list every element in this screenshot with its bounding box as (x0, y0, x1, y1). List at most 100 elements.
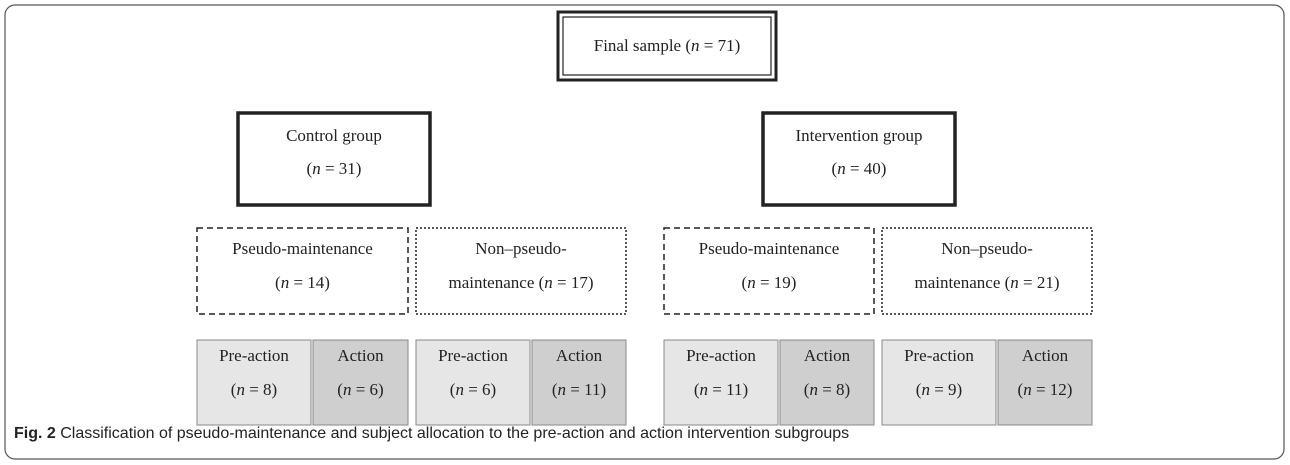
box (415, 339, 531, 426)
node-text: Non–pseudo- (941, 239, 1033, 258)
box (196, 227, 409, 315)
text-part: n (837, 159, 846, 178)
text-part: Non–pseudo- (941, 239, 1033, 258)
text-part: n (544, 273, 553, 292)
text-part: Action (337, 346, 384, 365)
node-text: (n = 9) (916, 380, 962, 399)
node-text: Pre-action (438, 346, 508, 365)
text-part: ( (337, 380, 343, 399)
node-text: Pseudo-maintenance (232, 239, 373, 258)
text-part: Pre-action (438, 346, 508, 365)
box (236, 111, 432, 207)
text-part: n (700, 380, 709, 399)
text-part: Pre-action (686, 346, 756, 365)
box (556, 10, 778, 82)
text-part: ( (231, 380, 237, 399)
text-part: = 11) (708, 380, 748, 399)
node-text: Action (804, 346, 851, 365)
node-text: Control group (286, 126, 382, 145)
box (761, 111, 957, 207)
text-part: n (558, 380, 567, 399)
text-part: = 6) (351, 380, 383, 399)
text-part: = 31) (321, 159, 362, 178)
node-text: (n = 6) (450, 380, 496, 399)
node-text: (n = 19) (742, 273, 797, 292)
text-part: = 40) (846, 159, 887, 178)
text-part: Pseudo-maintenance (699, 239, 840, 258)
text-part: Action (804, 346, 851, 365)
box (881, 339, 997, 426)
node-text: maintenance (n = 17) (448, 273, 593, 292)
caption-text: Classification of pseudo-maintenance and… (60, 425, 849, 442)
text-part: n (747, 273, 756, 292)
text-part: n (921, 380, 930, 399)
node-text: maintenance (n = 21) (914, 273, 1059, 292)
text-part: = 21) (1019, 273, 1060, 292)
text-part: ( (742, 273, 748, 292)
text-part: Action (556, 346, 603, 365)
node-text: (n = 12) (1018, 380, 1073, 399)
text-part: Non–pseudo- (475, 239, 567, 258)
node-text: Pre-action (686, 346, 756, 365)
text-part: maintenance ( (914, 273, 1010, 292)
text-part: Pre-action (219, 346, 289, 365)
node-text: (n = 14) (275, 273, 330, 292)
text-part: n (1010, 273, 1019, 292)
node-text: (n = 11) (552, 380, 606, 399)
text-part: n (343, 380, 352, 399)
node-text: Action (1022, 346, 1069, 365)
node-text: (n = 6) (337, 380, 383, 399)
caption: Fig. 2 Classification of pseudo-maintena… (14, 425, 849, 442)
text-part: ( (307, 159, 313, 178)
text-part: maintenance ( (448, 273, 544, 292)
text-part: ( (916, 380, 922, 399)
text-part: ( (804, 380, 810, 399)
box (997, 339, 1093, 426)
text-part: = 11) (566, 380, 606, 399)
text-part: n (455, 380, 464, 399)
text-part: Action (1022, 346, 1069, 365)
text-part: ( (832, 159, 838, 178)
text-part: = 12) (1032, 380, 1073, 399)
text-part: Control group (286, 126, 382, 145)
node-text: Pre-action (904, 346, 974, 365)
box (779, 339, 875, 426)
node-text: (n = 8) (804, 380, 850, 399)
text-part: ( (552, 380, 558, 399)
text-part: n (691, 36, 700, 55)
node-text: (n = 8) (231, 380, 277, 399)
box-inner (562, 16, 772, 76)
node-text: Non–pseudo- (475, 239, 567, 258)
text-part: = 9) (930, 380, 962, 399)
text-part: n (281, 273, 290, 292)
text-part: ( (694, 380, 700, 399)
node-text: Pseudo-maintenance (699, 239, 840, 258)
box (663, 339, 779, 426)
box (415, 227, 627, 315)
text-part: = 19) (756, 273, 797, 292)
caption-label: Fig. 2 (14, 425, 56, 442)
text-part: Pre-action (904, 346, 974, 365)
text-part: Final sample ( (594, 36, 692, 55)
text-part: ( (275, 273, 281, 292)
text-part: Pseudo-maintenance (232, 239, 373, 258)
text-part: = 71) (700, 36, 741, 55)
box (881, 227, 1093, 315)
node-text: Intervention group (796, 126, 923, 145)
text-part: n (809, 380, 818, 399)
text-part: = 6) (464, 380, 496, 399)
box (196, 339, 312, 426)
box (531, 339, 627, 426)
text-part: ( (450, 380, 456, 399)
text-part: ( (1018, 380, 1024, 399)
text-part: = 8) (245, 380, 277, 399)
node-text: Pre-action (219, 346, 289, 365)
node-text: (n = 40) (832, 159, 887, 178)
text-part: n (1023, 380, 1032, 399)
text-part: = 14) (289, 273, 330, 292)
text-part: Intervention group (796, 126, 923, 145)
node-text: (n = 11) (694, 380, 748, 399)
text-part: = 17) (553, 273, 594, 292)
text-part: n (236, 380, 245, 399)
